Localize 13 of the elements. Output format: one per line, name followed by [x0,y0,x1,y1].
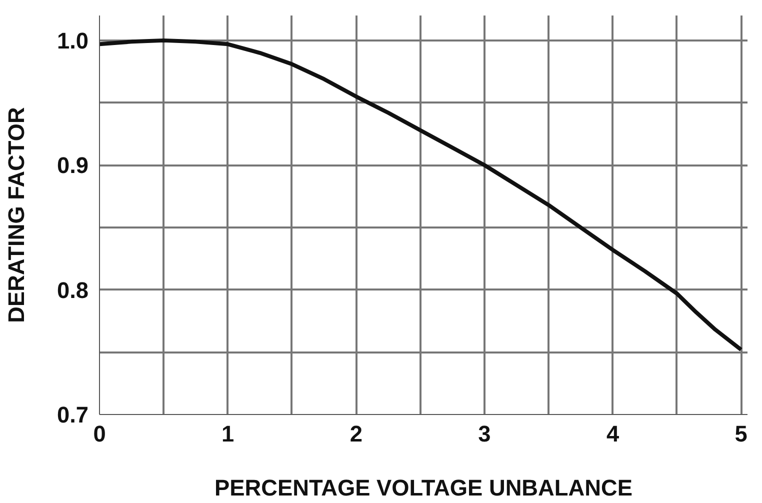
y-tick-label: 1.0 [57,27,89,54]
x-tick-label: 3 [478,420,491,446]
x-axis-title: PERCENTAGE VOLTAGE UNBALANCE [214,474,632,500]
x-tick-label: 0 [93,420,106,446]
x-tick-label: 4 [606,420,620,446]
x-tick-label: 2 [350,420,362,446]
y-tick-label: 0.8 [57,276,89,303]
line-series [100,38,744,352]
x-tick-label: 5 [734,420,748,446]
y-axis-title: DERATING FACTOR [3,107,30,323]
x-tick-label: 1 [222,420,234,446]
y-tick-label: 0.9 [57,152,89,178]
y-tick-label: 0.7 [57,402,89,428]
